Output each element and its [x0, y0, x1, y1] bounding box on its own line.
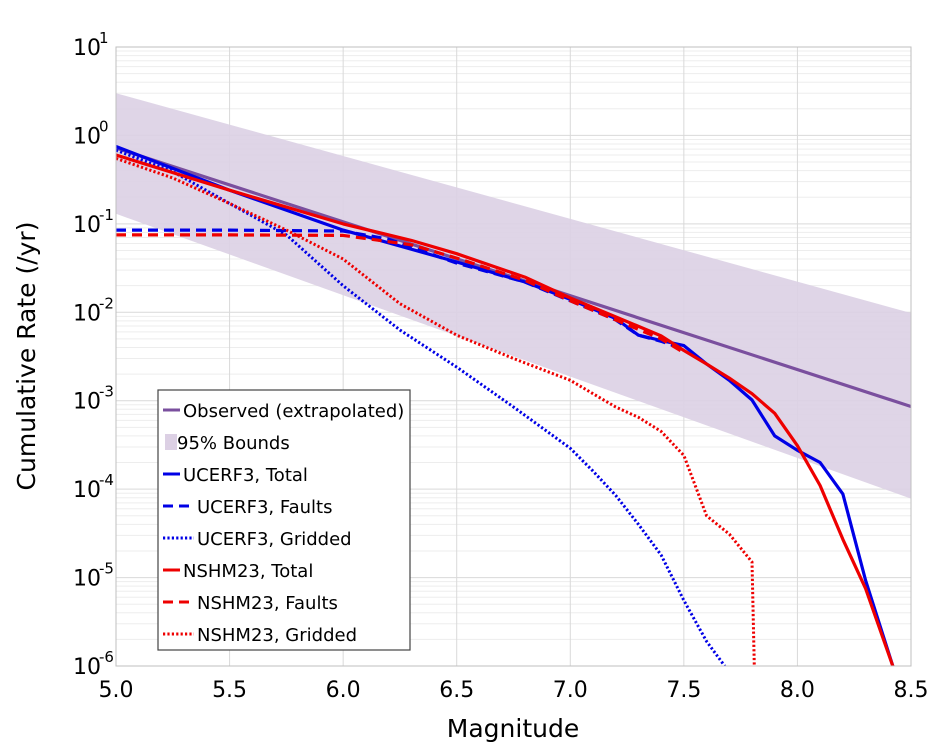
y-tick-label: 10-4 — [73, 471, 114, 503]
x-tick-label: 5.0 — [99, 678, 134, 703]
legend-item: Observed (extrapolated) — [163, 401, 404, 422]
bounds-band — [116, 93, 911, 499]
x-tick-labels: 5.0 5.5 6.0 6.5 7.0 7.5 8.0 8.5 — [99, 678, 929, 703]
y-tick-base: 10 — [73, 567, 101, 592]
legend-label: Observed (extrapolated) — [183, 401, 404, 422]
legend-box — [157, 389, 411, 651]
y-tick-exponent: -4 — [99, 471, 114, 489]
legend-label: NSHM23, Faults — [197, 593, 338, 614]
y-tick-label: 101 — [73, 29, 109, 61]
y-tick-base: 10 — [73, 124, 101, 149]
legend-label: UCERF3, Gridded — [197, 529, 352, 550]
y-tick-exponent: -1 — [99, 206, 114, 224]
series-line-ucerf3-gridded — [116, 148, 726, 666]
y-tick-label: 10-3 — [73, 383, 114, 415]
legend-item: NSHM23, Gridded — [163, 625, 357, 646]
y-tick-exponent: -2 — [99, 294, 114, 312]
y-tick-label: 10-1 — [73, 206, 114, 238]
y-tick-exponent: 0 — [99, 117, 109, 135]
y-tick-base: 10 — [73, 478, 101, 503]
plot-frame — [115, 46, 912, 667]
y-tick-base: 10 — [73, 655, 101, 680]
y-tick-label: 10-6 — [73, 648, 114, 680]
legend-label: NSHM23, Gridded — [197, 625, 357, 646]
legend-label: UCERF3, Faults — [197, 497, 332, 518]
x-axis-title: Magnitude — [447, 714, 579, 743]
y-tick-label: 100 — [73, 117, 109, 149]
x-tick-label: 7.5 — [666, 678, 701, 703]
y-tick-base: 10 — [73, 301, 101, 326]
legend-item: UCERF3, Gridded — [163, 529, 352, 550]
y-tick-base: 10 — [73, 36, 101, 61]
series-layer — [116, 145, 911, 666]
legend-label: UCERF3, Total — [183, 465, 308, 486]
y-tick-exponent: -6 — [99, 648, 114, 666]
bounds-layer — [116, 93, 911, 499]
legend-swatch-bounds — [165, 434, 177, 450]
x-tick-label: 6.5 — [439, 678, 474, 703]
y-tick-label: 10-5 — [73, 560, 114, 592]
legend-item: UCERF3, Faults — [163, 497, 332, 518]
x-tick-label: 5.5 — [212, 678, 247, 703]
series-line-nshm23-gridded — [116, 156, 756, 666]
legend-item: 95% Bounds — [165, 433, 290, 454]
x-tick-label: 7.0 — [553, 678, 588, 703]
legend-label: NSHM23, Total — [183, 561, 313, 582]
y-tick-exponent: -3 — [99, 383, 114, 401]
x-tick-label: 8.0 — [780, 678, 815, 703]
y-tick-label: 10-2 — [73, 294, 114, 326]
y-tick-exponent: 1 — [99, 29, 109, 47]
legend-item: NSHM23, Faults — [163, 593, 338, 614]
series-line-ucerf3-faults — [116, 228, 685, 351]
legend-item: NSHM23, Total — [163, 561, 313, 582]
legend-label: 95% Bounds — [177, 433, 290, 454]
x-tick-label: 8.5 — [894, 678, 929, 703]
x-tick-label: 6.0 — [326, 678, 361, 703]
legend: Observed (extrapolated) 95% Bounds UCERF3,… — [157, 389, 411, 651]
y-tick-base: 10 — [73, 213, 101, 238]
legend-item: UCERF3, Total — [163, 465, 308, 486]
y-axis-title: Cumulative Rate (/yr) — [12, 222, 41, 491]
y-tick-exponent: -5 — [99, 560, 114, 578]
series-line-nshm23-total — [116, 153, 895, 666]
y-tick-base: 10 — [73, 390, 101, 415]
